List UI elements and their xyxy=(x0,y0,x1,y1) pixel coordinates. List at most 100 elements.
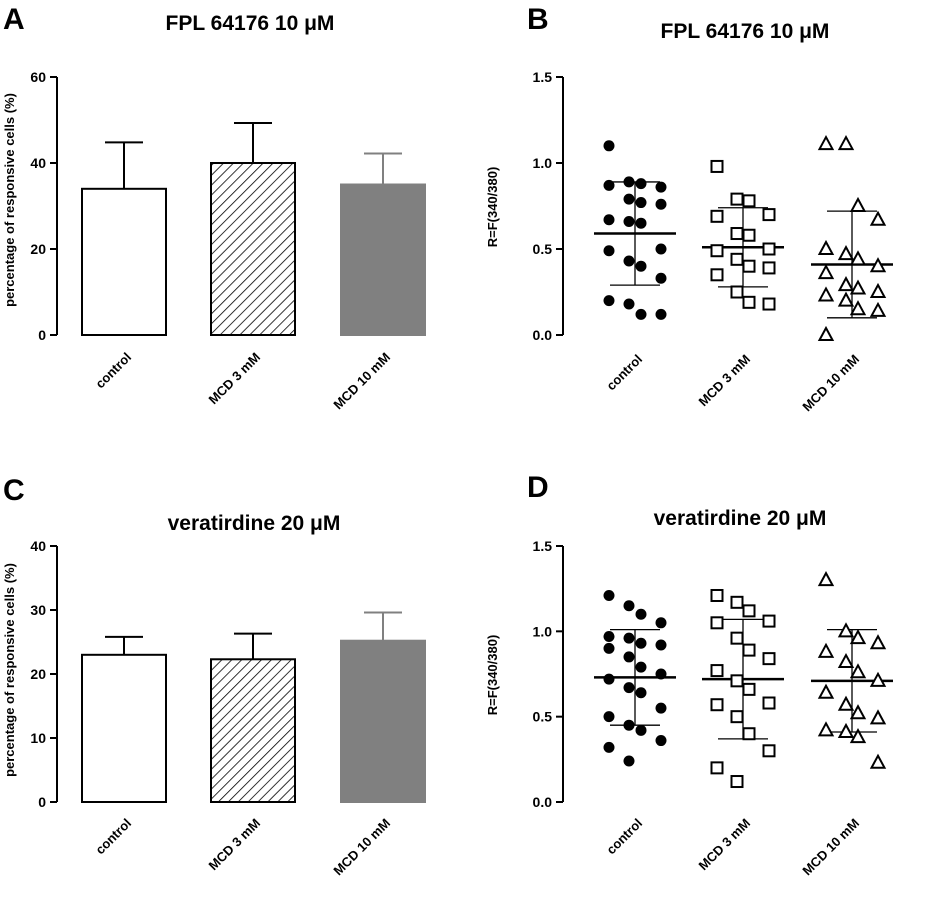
data-point-circle xyxy=(655,702,667,714)
data-point-square xyxy=(730,285,744,299)
data-point-circle xyxy=(603,589,615,601)
data-point-circle xyxy=(623,193,635,205)
data-point-square xyxy=(762,744,776,758)
data-point-square xyxy=(730,595,744,609)
data-point-circle xyxy=(623,255,635,267)
data-point-square xyxy=(710,698,724,712)
data-point-square xyxy=(730,192,744,206)
panel-d: D veratirdine 20 μM R=F(340/380) 0.0 0.5 1… xyxy=(485,471,893,878)
data-point-triangle xyxy=(869,709,887,725)
data-point-square xyxy=(710,588,724,602)
data-point-circle xyxy=(603,179,615,191)
y-tick-label-a: 20 xyxy=(30,241,46,257)
data-point-triangle xyxy=(837,291,855,307)
data-point-triangle xyxy=(849,300,867,316)
data-point-circle xyxy=(603,642,615,654)
data-point-square xyxy=(742,643,756,657)
y-tick-label-a: 0 xyxy=(38,327,46,343)
data-point-circle xyxy=(635,197,647,209)
data-point-square xyxy=(762,696,776,710)
x-tick-label-a: control xyxy=(92,350,134,392)
x-tick-label-d: MCD 10 mM xyxy=(799,816,862,879)
x-tick-label-c: MCD 3 mM xyxy=(206,816,264,874)
data-point-triangle xyxy=(817,286,835,302)
data-point-square xyxy=(742,727,756,741)
data-point-circle xyxy=(635,260,647,272)
data-point-circle xyxy=(623,755,635,767)
data-point-circle xyxy=(603,140,615,152)
data-point-circle xyxy=(655,617,667,629)
data-point-triangle xyxy=(849,728,867,744)
data-point-circle xyxy=(635,217,647,229)
data-point-square xyxy=(710,209,724,223)
panel-a: A FPL 64176 10 μM percentage of responsi… xyxy=(2,3,426,412)
data-point-triangle xyxy=(849,250,867,266)
data-point-square xyxy=(762,242,776,256)
y-tick-label-b: 0.0 xyxy=(533,327,553,343)
data-point-circle xyxy=(623,651,635,663)
data-point-square xyxy=(742,295,756,309)
data-point-circle xyxy=(623,632,635,644)
data-point-triangle xyxy=(817,239,835,255)
data-point-circle xyxy=(635,308,647,320)
data-point-square xyxy=(730,227,744,241)
panel-letter-b: B xyxy=(527,3,549,36)
x-tick-label-d: control xyxy=(603,816,645,858)
data-point-triangle xyxy=(837,722,855,739)
data-point-circle xyxy=(623,298,635,310)
data-point-square xyxy=(730,252,744,266)
y-tick-label-a: 60 xyxy=(30,69,46,85)
x-tick-label-a: MCD 3 mM xyxy=(206,350,264,408)
data-point-triangle xyxy=(849,279,867,295)
data-point-circle xyxy=(655,668,667,680)
data-point-circle xyxy=(655,735,667,747)
data-point-triangle xyxy=(849,704,867,720)
data-point-circle xyxy=(655,198,667,210)
data-point-square xyxy=(762,614,776,628)
data-point-circle xyxy=(603,673,615,685)
bar-a xyxy=(340,183,426,336)
data-point-square xyxy=(762,208,776,222)
data-point-square xyxy=(742,228,756,242)
chart-title-a: FPL 64176 10 μM xyxy=(166,12,335,35)
data-point-circle xyxy=(623,682,635,694)
bar-c xyxy=(81,653,167,803)
y-tick-label-c: 10 xyxy=(30,730,46,746)
bar-c xyxy=(340,639,426,803)
y-tick-label-c: 20 xyxy=(30,666,46,682)
data-point-square xyxy=(762,652,776,666)
data-point-circle xyxy=(635,661,647,673)
data-point-square xyxy=(742,259,756,273)
y-axis-label-b: R=F(340/380) xyxy=(485,167,500,248)
y-tick-label-b: 1.0 xyxy=(533,155,553,171)
bar-a xyxy=(210,162,296,336)
y-axis-label-a: percentage of responsive cells (%) xyxy=(2,93,17,307)
y-tick-label-a: 40 xyxy=(30,155,46,171)
x-tick-label-c: control xyxy=(92,816,134,858)
data-point-circle xyxy=(623,600,635,612)
y-tick-label-d: 1.5 xyxy=(533,538,553,554)
data-point-circle xyxy=(655,308,667,320)
data-point-circle xyxy=(655,243,667,255)
data-point-square xyxy=(762,297,776,311)
data-point-circle xyxy=(655,272,667,284)
data-point-square xyxy=(742,682,756,696)
data-point-triangle xyxy=(837,276,855,292)
x-tick-label-b: MCD 3 mM xyxy=(696,352,754,410)
chart-title-c: veratirdine 20 μM xyxy=(168,512,341,535)
data-point-triangle xyxy=(817,134,835,151)
y-tick-label-b: 0.5 xyxy=(533,241,553,257)
data-point-circle xyxy=(635,637,647,649)
data-point-square xyxy=(730,775,744,789)
y-tick-label-c: 40 xyxy=(30,538,46,554)
data-point-triangle xyxy=(869,257,887,273)
panel-letter-a: A xyxy=(3,3,25,36)
data-point-circle xyxy=(655,639,667,651)
chart-title-b: FPL 64176 10 μM xyxy=(661,20,830,43)
data-point-circle xyxy=(603,711,615,723)
x-tick-label-b: control xyxy=(603,352,645,394)
x-tick-label-c: MCD 10 mM xyxy=(330,816,393,879)
panel-c: C veratirdine 20 μM percentage of respon… xyxy=(2,474,426,879)
y-tick-label-d: 1.0 xyxy=(533,623,553,639)
data-point-square xyxy=(742,194,756,208)
